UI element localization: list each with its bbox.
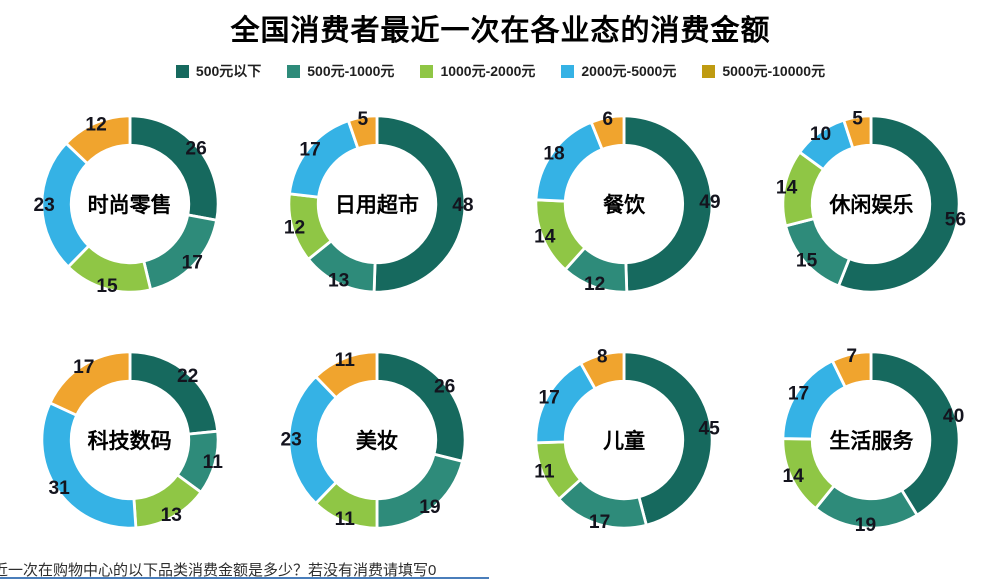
donut-slice [622,350,714,527]
legend-item: 500元以下 [175,61,262,81]
donut-slice [40,401,138,530]
slice-value-label: 19 [855,515,876,536]
slice-value-label: 49 [699,192,720,213]
slice-value-label: 14 [776,177,798,198]
chart-legend: 500元以下 500元-1000元 1000元-2000元 2000元-5000元 50… [0,62,1001,80]
donut-svg: 49 12 14 18 6 [534,109,720,295]
donut-chart: 40 19 14 17 7 生活服务 [748,322,995,558]
slice-value-label: 17 [539,387,560,408]
donut-slice [141,213,218,292]
slice-value-label: 11 [335,350,356,371]
page-title: 全国消费者最近一次在各业态的消费金额 [230,15,771,47]
slice-value-label: 14 [534,227,556,248]
donut-svg: 48 13 12 17 5 [284,109,474,294]
donut-chart: 26 17 15 23 12 时尚零售 [6,86,253,322]
donut-svg: 26 17 15 23 12 [33,114,220,297]
slice-value-label: 48 [452,195,474,216]
donut-slice [589,114,626,152]
slice-value-label: 18 [544,144,566,165]
legend-swatch [561,64,575,78]
legend-label: 5000元-10000元 [722,63,826,79]
slice-value-label: 13 [328,270,349,291]
donut-svg: 56 15 14 10 5 [776,109,966,294]
donut-slice [63,114,132,166]
footer-question: 近一次在购物中心的以下品类消费金额是多少？若没有消费请填写0 [0,562,437,579]
slice-value-label: 11 [335,509,356,530]
slice-value-label: 45 [699,419,721,440]
donut-slice [372,114,467,294]
slice-value-label: 12 [584,274,605,295]
legend-swatch [287,64,301,78]
donut-svg: 40 19 14 17 7 [781,346,965,536]
slice-value-label: 6 [603,109,614,130]
legend-label: 2000元-5000元 [581,63,677,79]
slice-value-label: 5 [853,109,864,130]
donut-slice [578,350,626,391]
slice-value-label: 15 [96,276,118,297]
slice-value-label: 23 [280,430,301,451]
donut-chart: 49 12 14 18 6 餐饮 [501,86,748,322]
slice-value-label: 12 [85,115,106,136]
slice-value-label: 17 [73,357,94,378]
donut-slice [837,114,961,294]
donut-svg: 45 17 11 17 8 [534,346,721,533]
slice-value-label: 8 [597,346,608,367]
slice-value-label: 14 [783,466,805,487]
donut-slice [346,114,379,151]
legend-swatch [175,64,189,78]
slice-value-label: 26 [434,377,455,398]
donut-chart: 22 11 13 31 17 科技数码 [6,322,253,558]
slice-value-label: 17 [181,253,202,274]
donut-slice [869,350,961,518]
legend-swatch [702,64,716,78]
slice-value-label: 17 [788,383,809,404]
slice-value-label: 31 [48,478,70,499]
slice-value-label: 40 [943,406,964,427]
legend-label: 500元-1000元 [307,63,395,79]
slice-value-label: 11 [202,452,223,473]
legend-label: 1000元-2000元 [440,63,536,79]
donut-slice [47,350,132,418]
legend-item: 500元-1000元 [287,61,394,81]
charts-grid: 26 17 15 23 12 时尚零售 48 13 12 17 5 日用超市 49 12 14 18 6 餐饮 56… [0,80,1001,558]
legend-label: 500元以下 [195,63,262,79]
slice-value-label: 17 [299,140,320,161]
slice-value-label: 11 [534,462,555,483]
slice-value-label: 19 [419,497,440,518]
slice-value-label: 7 [847,346,858,367]
slice-value-label: 17 [589,512,610,533]
slice-value-label: 10 [810,124,831,145]
slice-value-label: 26 [185,139,206,160]
donut-svg: 22 11 13 31 17 [40,350,223,530]
donut-slice [128,350,219,436]
donut-svg: 26 19 11 23 11 [280,350,467,530]
footer-underline [0,577,489,579]
donut-slice [313,350,379,400]
legend-item: 1000元-2000元 [420,61,535,81]
donut-slice [842,114,873,150]
legend-item: 2000元-5000元 [561,61,676,81]
donut-chart: 56 15 14 10 5 休闲娱乐 [748,86,995,322]
legend-item: 5000元-10000元 [702,61,825,81]
donut-chart: 26 19 11 23 11 美妆 [253,322,500,558]
legend-swatch [420,64,434,78]
donut-slice [830,350,873,390]
slice-value-label: 12 [284,217,305,238]
slice-value-label: 15 [796,250,818,271]
donut-slice [622,114,714,294]
donut-chart: 48 13 12 17 5 日用超市 [253,86,500,322]
slice-value-label: 5 [357,109,368,130]
donut-slice [128,114,220,222]
donut-chart: 45 17 11 17 8 儿童 [501,322,748,558]
slice-value-label: 23 [33,195,54,216]
donut-slice [375,350,467,464]
slice-value-label: 22 [177,366,198,387]
slice-value-label: 13 [160,505,181,526]
slice-value-label: 56 [945,210,966,231]
